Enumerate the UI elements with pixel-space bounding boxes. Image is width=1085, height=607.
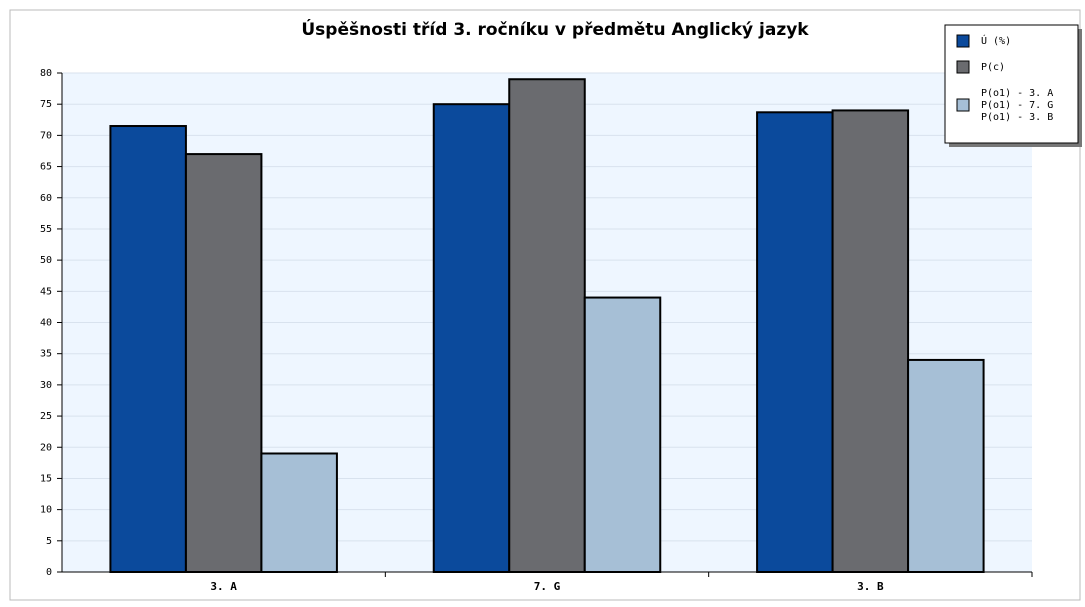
legend-swatch	[956, 60, 970, 74]
bar	[260, 452, 338, 573]
chart-title: Úspěšnosti tříd 3. ročníku v předmětu An…	[301, 18, 809, 40]
legend-label: P(o1) - 3. A	[981, 88, 1053, 99]
y-tick-label: 45	[40, 286, 52, 297]
y-tick-label: 80	[40, 68, 52, 79]
bar	[907, 358, 985, 573]
y-tick-label: 35	[40, 349, 52, 360]
y-tick-label: 60	[40, 193, 52, 204]
x-tick-label: 3. B	[857, 580, 884, 593]
x-tick-label: 3. A	[210, 580, 237, 593]
legend-label: P(o1) - 3. B	[981, 112, 1053, 123]
y-tick-label: 15	[40, 473, 52, 484]
legend-label: P(o1) - 7. G	[981, 100, 1053, 111]
bar	[508, 78, 586, 574]
legend-label: P(c)	[981, 62, 1005, 73]
bar	[831, 109, 910, 574]
y-tick-label: 10	[40, 505, 52, 516]
y-tick-label: 55	[40, 224, 52, 235]
bar	[184, 153, 263, 573]
legend-label: Ú (%)	[981, 34, 1011, 47]
y-tick-label: 40	[40, 318, 52, 329]
y-tick-label: 50	[40, 255, 52, 266]
bar	[109, 125, 187, 574]
y-tick-label: 65	[40, 162, 52, 173]
x-tick-label: 7. G	[534, 580, 561, 593]
legend-swatch	[956, 98, 970, 112]
bar	[583, 296, 662, 573]
y-tick-label: 0	[46, 567, 52, 578]
bar	[432, 103, 511, 573]
y-tick-label: 25	[40, 411, 52, 422]
bar	[756, 111, 834, 573]
y-tick-label: 30	[40, 380, 52, 391]
y-tick-label: 5	[46, 536, 52, 547]
y-tick-label: 70	[40, 130, 52, 141]
legend-swatch	[956, 34, 970, 48]
y-tick-label: 20	[40, 442, 52, 453]
y-tick-label: 75	[40, 99, 52, 110]
